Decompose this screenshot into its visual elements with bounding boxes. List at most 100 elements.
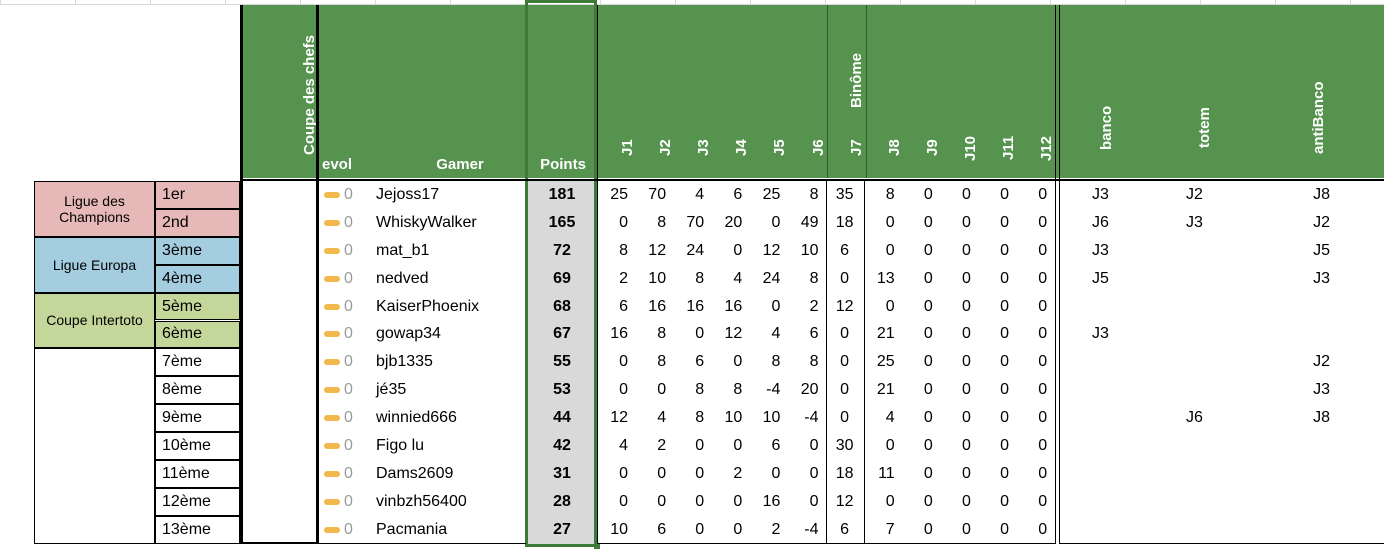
round-score: 10 [648,269,667,287]
rank: 2nd [155,208,240,237]
round-score: 6 [695,353,705,371]
round-score: 12 [648,241,667,259]
border [319,542,526,544]
round-score: 0 [840,353,850,371]
round-score: 70 [686,213,705,231]
round-header: J1 [619,139,636,157]
evol-icon [324,303,340,310]
round-score: 20 [800,381,819,399]
round-score: 0 [1000,353,1009,371]
rank: 13ème [155,515,240,544]
round-header: J9 [923,139,941,157]
border [300,0,301,5]
round-score: 0 [923,409,933,427]
evol-icon [324,359,340,366]
round-score: 0 [840,325,850,343]
round-score: 0 [923,241,933,259]
rank: 8ème [155,376,240,405]
round-score: 7 [885,520,895,538]
round-score: -4 [804,409,819,427]
round-score: 0 [923,437,933,455]
round-score: 0 [885,213,895,231]
round-score: 0 [961,492,971,510]
round-score: 0 [961,241,971,259]
round-score: 16 [648,297,667,315]
round-score: 0 [809,464,819,482]
border [1350,0,1351,5]
evol: 0 [344,325,353,343]
points: 72 [553,241,571,259]
round-score: 0 [961,381,971,399]
evol: 0 [344,353,353,371]
totem-header: totem [1196,107,1213,149]
round-score: -4 [766,381,781,399]
anti-banco: J8 [1313,409,1330,427]
round-score: 8 [885,185,895,203]
evol: 0 [344,297,353,315]
round-score: 0 [840,409,850,427]
round-score: 0 [657,381,667,399]
round-score: 0 [695,437,705,455]
gamer: mat_b1 [376,241,430,259]
round-score: 0 [923,353,933,371]
border [597,5,598,544]
points: 165 [548,213,576,231]
round-score: 0 [733,437,743,455]
round-header: J6 [809,139,827,157]
round-score: 18 [835,213,854,231]
evol-icon [324,219,340,226]
round-score: 10 [724,409,743,427]
border [975,0,976,5]
round-score: 0 [1000,241,1009,259]
round-score: 30 [835,437,854,455]
zone-label: Ligue Europa [34,236,155,293]
round-score: 25 [610,185,628,203]
rank: 1er [155,181,240,209]
round-score: 0 [961,269,971,287]
round-score: 13 [876,269,895,287]
evol: 0 [344,269,353,287]
anti-banco: J2 [1313,353,1330,371]
round-score: 2 [657,437,667,455]
round-score: 0 [809,492,819,510]
round-score: 0 [1000,492,1009,510]
round-score: 0 [1000,213,1009,231]
round-score: 0 [1038,520,1048,538]
evol: 0 [344,381,353,399]
border [150,0,151,5]
round-score: 2 [771,520,781,538]
round-score: 0 [1038,437,1048,455]
round-score: 0 [1000,325,1009,343]
round-score: 0 [961,325,971,343]
round-score: 0 [1038,325,1048,343]
round-score: 0 [771,297,781,315]
round-score: 8 [771,353,781,371]
border [1059,542,1384,544]
border [866,5,867,178]
round-score: 0 [1000,520,1009,538]
evol-icon [324,331,340,338]
border [675,0,676,5]
border [375,0,376,5]
round-score: 12 [835,492,854,510]
round-score: 0 [923,492,933,510]
round-score: 12 [762,241,781,259]
round-score: 8 [733,381,743,399]
border [1200,0,1201,5]
round-score: 0 [1038,269,1048,287]
round-score: 0 [809,437,819,455]
rank: 4ème [155,264,240,293]
round-score: 0 [961,297,971,315]
points: 55 [553,353,571,371]
round-score: 0 [1000,437,1009,455]
evol: 0 [344,492,353,510]
banco: J3 [1092,325,1109,343]
round-header: J3 [695,139,713,157]
round-score: 0 [923,213,933,231]
border [1055,5,1056,544]
round-score: 8 [657,325,667,343]
border [900,0,901,5]
round-header: J4 [733,139,751,157]
round-score: 0 [771,213,781,231]
round-score: 0 [1000,381,1009,399]
